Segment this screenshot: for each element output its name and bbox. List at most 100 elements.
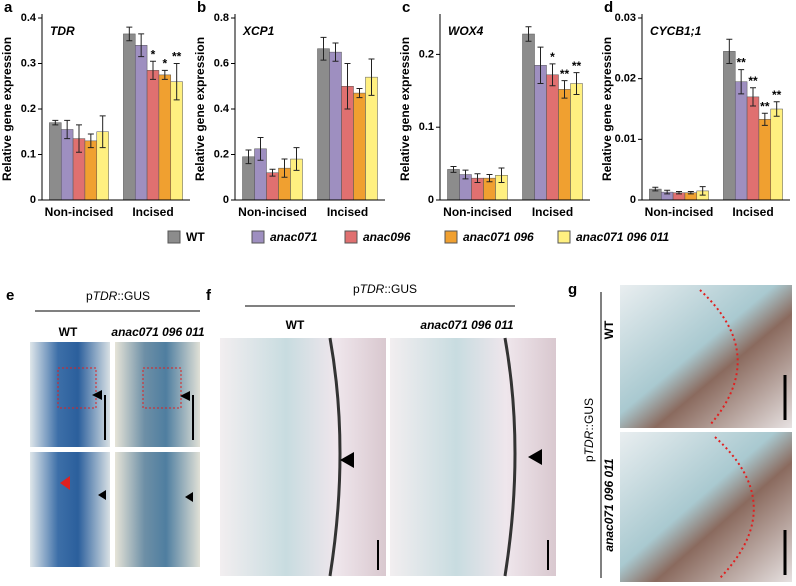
error-bar bbox=[99, 115, 106, 149]
reporter-label: pTDR::GUS bbox=[582, 398, 596, 462]
panel-e-images bbox=[30, 342, 200, 567]
bar bbox=[123, 33, 136, 201]
chart-title: WOX4 bbox=[448, 24, 484, 38]
legend-label: WT bbox=[186, 230, 205, 244]
zoom-box bbox=[57, 367, 97, 409]
error-bar bbox=[332, 42, 339, 62]
arrowhead bbox=[185, 492, 193, 502]
y-axis-title: Relative gene expression bbox=[0, 37, 14, 181]
y-tick-label: 0.2 bbox=[214, 148, 229, 160]
y-axis-title: Relative gene expression bbox=[398, 37, 412, 181]
error-bar bbox=[537, 46, 544, 85]
bar bbox=[329, 51, 342, 201]
axis-line bbox=[439, 14, 590, 201]
bar bbox=[534, 65, 547, 201]
error-bar bbox=[64, 119, 71, 140]
error-bar bbox=[344, 63, 351, 110]
error-bar bbox=[356, 88, 363, 99]
image bbox=[620, 285, 792, 428]
x-tick-label: Non-incised bbox=[45, 205, 114, 219]
bar bbox=[558, 89, 571, 201]
image-detail bbox=[503, 337, 517, 577]
significance-label: ** bbox=[172, 50, 182, 64]
error-bar bbox=[726, 38, 733, 64]
chart-title: XCP1 bbox=[242, 24, 275, 38]
bar bbox=[134, 45, 148, 201]
error-bar bbox=[573, 72, 580, 95]
bar bbox=[758, 119, 772, 201]
reporter-label: pTDR::GUS bbox=[86, 289, 150, 303]
panel-letter: e bbox=[6, 287, 14, 304]
bar bbox=[158, 74, 172, 201]
error-bar bbox=[486, 174, 493, 183]
error-bar bbox=[738, 69, 745, 95]
x-tick-label: Non-incised bbox=[645, 205, 714, 219]
y-tick-label: 0.4 bbox=[21, 12, 37, 24]
panel-letter: a bbox=[4, 0, 13, 16]
error-bar bbox=[76, 124, 82, 153]
error-bar bbox=[450, 166, 457, 173]
y-tick-label: 0.4 bbox=[214, 103, 230, 115]
error-bar bbox=[699, 186, 706, 196]
error-bar bbox=[138, 33, 145, 58]
error-bar bbox=[161, 69, 168, 80]
bar bbox=[266, 172, 279, 201]
error-bar bbox=[474, 173, 481, 184]
bar bbox=[49, 122, 62, 201]
y-tick-label: 0.8 bbox=[214, 12, 229, 24]
error-bar bbox=[687, 191, 694, 195]
image bbox=[220, 338, 386, 576]
legend-swatch bbox=[557, 230, 571, 244]
error-bar bbox=[368, 58, 375, 96]
y-tick-label: 0 bbox=[30, 194, 36, 206]
significance-label: ** bbox=[736, 56, 746, 70]
significance-label: ** bbox=[748, 74, 758, 88]
x-tick-label: Incised bbox=[132, 205, 173, 219]
error-bar bbox=[173, 63, 180, 101]
arrowhead bbox=[180, 391, 190, 401]
error-bar bbox=[462, 169, 469, 180]
y-tick-label: 0.2 bbox=[21, 103, 36, 115]
y-axis-title: Relative gene expression bbox=[600, 37, 614, 181]
error-bar bbox=[320, 36, 327, 61]
axis-line bbox=[641, 14, 790, 201]
outline bbox=[714, 436, 755, 579]
error-bar bbox=[561, 80, 568, 99]
legend-label: anac096 bbox=[363, 230, 411, 244]
error-bar bbox=[664, 189, 671, 195]
error-bar bbox=[761, 112, 768, 126]
significance-label: ** bbox=[572, 59, 582, 73]
legend-swatch bbox=[344, 230, 358, 244]
y-tick-label: 0 bbox=[428, 194, 434, 206]
bar bbox=[746, 96, 760, 201]
arrowhead bbox=[92, 390, 102, 400]
x-tick-label: Incised bbox=[532, 205, 573, 219]
row-label: WT bbox=[602, 320, 616, 339]
y-axis-title: Relative gene expression bbox=[193, 37, 207, 181]
axis-line bbox=[234, 14, 385, 201]
panel-letter: g bbox=[568, 281, 577, 298]
error-bar bbox=[293, 147, 300, 171]
y-tick-label: 0.2 bbox=[419, 48, 434, 60]
error-bar bbox=[676, 191, 682, 195]
bar bbox=[447, 169, 460, 201]
y-tick-label: 0 bbox=[630, 194, 636, 206]
significance-label: * bbox=[550, 50, 555, 64]
column-label: WT bbox=[59, 325, 78, 339]
bar bbox=[723, 51, 736, 201]
panel-letter: b bbox=[197, 0, 206, 16]
bar bbox=[60, 129, 74, 201]
legend-label: anac071 096 bbox=[463, 230, 534, 244]
arrowhead bbox=[340, 452, 354, 468]
chart-title: CYCB1;1 bbox=[650, 24, 702, 38]
bar bbox=[770, 108, 783, 201]
bar bbox=[84, 140, 98, 201]
x-tick-label: Incised bbox=[732, 205, 773, 219]
arrowhead bbox=[60, 476, 70, 490]
outline bbox=[699, 289, 739, 426]
y-tick-label: 0.01 bbox=[615, 133, 636, 145]
x-tick-label: Non-incised bbox=[238, 205, 307, 219]
legend-swatch bbox=[444, 230, 458, 244]
y-tick-label: 0.1 bbox=[21, 148, 36, 160]
error-bar bbox=[498, 167, 505, 184]
